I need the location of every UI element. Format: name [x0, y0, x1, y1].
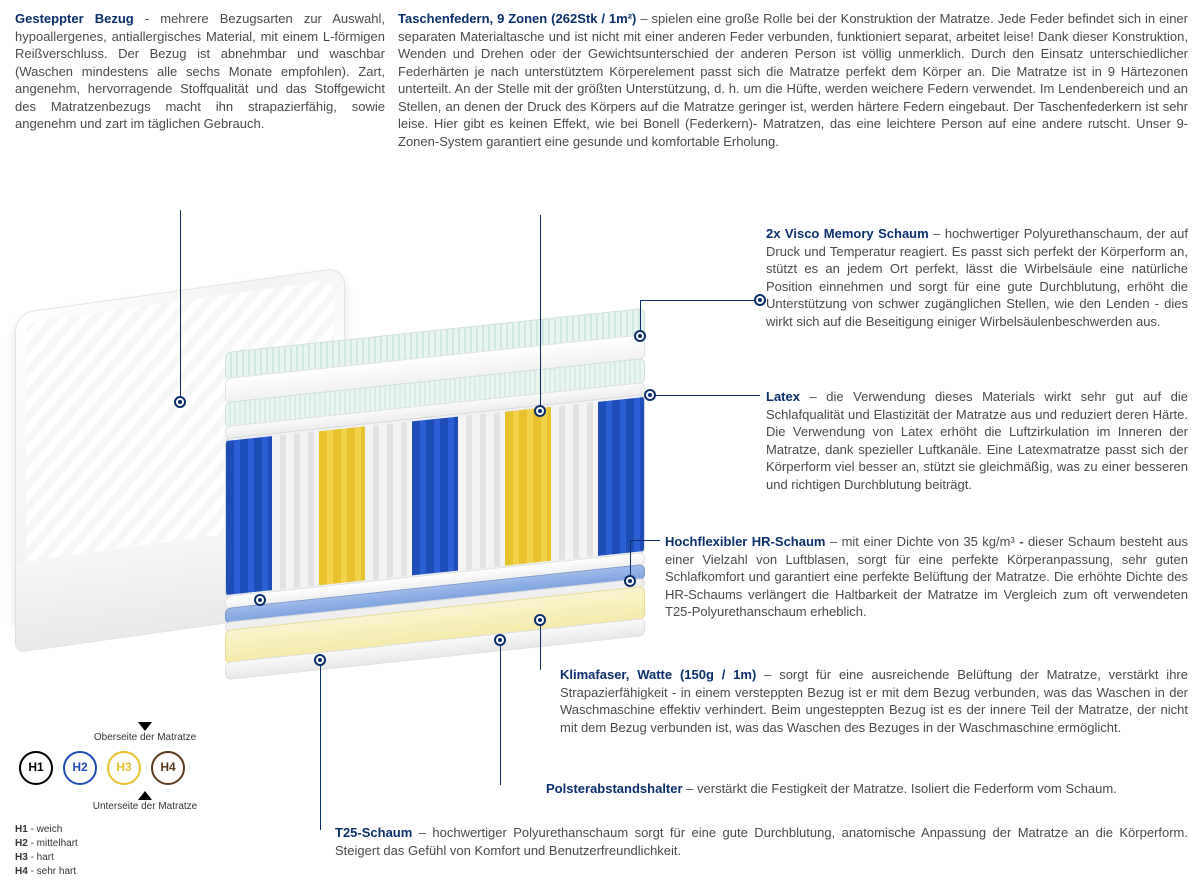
title-hr: Hochflexibler HR-Schaum	[665, 534, 825, 549]
text-t25: hochwertiger Polyurethanschaum sorgt für…	[335, 825, 1188, 858]
legend-key-line: H1 - weich	[15, 823, 275, 837]
block-polster: Polsterabstandshalter – verstärkt die Fe…	[546, 780, 1188, 798]
spring-zone-white	[365, 421, 411, 580]
legend-key-line: H2 - mittelhart	[15, 837, 275, 851]
callout-marker	[534, 405, 546, 417]
text-polster: verstärkt die Festigkeit der Matratze. I…	[697, 781, 1117, 796]
firmness-circle-h4: H4	[151, 751, 185, 785]
callout-line	[540, 620, 541, 670]
legend-top-label: Oberseite der Matratze	[15, 731, 275, 745]
title-polster: Polsterabstandshalter	[546, 781, 683, 796]
spring-zone-yellow	[319, 426, 365, 585]
mattress-illustration	[15, 290, 645, 730]
block-visco: 2x Visco Memory Schaum – hochwertiger Po…	[766, 225, 1188, 330]
firmness-legend: Oberseite der Matratze H1 H2 H3 H4 Untersei…	[15, 722, 275, 879]
block-taschenfedern: Taschenfedern, 9 Zonen (262Stk / 1m²) – …	[398, 10, 1188, 150]
callout-line	[640, 300, 760, 301]
text-latex: die Verwendung dieses Materials wirkt se…	[766, 389, 1188, 492]
legend-key-line: H3 - hart	[15, 851, 275, 865]
callout-marker	[314, 654, 326, 666]
callout-line	[320, 660, 321, 830]
spring-zone-blue	[598, 397, 644, 556]
callout-marker	[634, 330, 646, 342]
spring-zone-white	[458, 412, 504, 571]
callout-marker	[534, 614, 546, 626]
block-latex: Latex – die Verwendung dieses Materials …	[766, 388, 1188, 493]
callout-marker	[494, 634, 506, 646]
block-klima: Klimafaser, Watte (150g / 1m) – sorgt fü…	[560, 666, 1188, 736]
spring-zone-yellow	[505, 407, 551, 566]
callout-marker	[174, 396, 186, 408]
legend-key-line: H4 - sehr hart	[15, 865, 275, 879]
spring-zone-blue	[226, 436, 272, 595]
title-bezug: Gesteppter Bezug	[15, 11, 134, 26]
mattress-cutaway	[225, 308, 645, 712]
text-bezug: mehrere Bezugsarten zur Auswahl, hypoall…	[15, 11, 385, 131]
block-bezug: Gesteppter Bezug - mehrere Bezugsarten z…	[15, 10, 385, 133]
legend-key: H1 - weichH2 - mittelhartH3 - hartH4 - s…	[15, 823, 275, 879]
text-taschenfedern: spielen eine große Rolle bei der Konstru…	[398, 11, 1188, 149]
spring-zone-white	[551, 402, 597, 561]
firmness-circle-h2: H2	[63, 751, 97, 785]
callout-line	[630, 540, 631, 580]
legend-bottom-label: Unterseite der Matratze	[15, 800, 275, 814]
callout-line	[500, 640, 501, 785]
callout-line	[180, 210, 181, 400]
spring-zone-blue	[412, 417, 458, 576]
block-hr: Hochflexibler HR-Schaum – mit einer Dich…	[665, 533, 1188, 621]
title-visco: 2x Visco Memory Schaum	[766, 226, 929, 241]
firmness-circle-h1: H1	[19, 751, 53, 785]
block-t25: T25-Schaum – hochwertiger Polyurethansch…	[335, 824, 1188, 859]
text-visco: hochwertiger Polyurethanschaum, der auf …	[766, 226, 1188, 329]
callout-marker	[644, 389, 656, 401]
callout-marker	[254, 594, 266, 606]
callout-line	[650, 395, 760, 396]
firmness-circle-h3: H3	[107, 751, 141, 785]
spring-zone-white	[272, 431, 318, 590]
callout-line	[540, 215, 541, 410]
title-latex: Latex	[766, 389, 800, 404]
triangle-up-icon	[138, 791, 152, 800]
callout-marker	[624, 575, 636, 587]
title-t25: T25-Schaum	[335, 825, 412, 840]
triangle-down-icon	[138, 722, 152, 731]
callout-marker	[754, 294, 766, 306]
callout-line	[630, 540, 660, 541]
title-taschenfedern: Taschenfedern, 9 Zonen (262Stk / 1m²)	[398, 11, 636, 26]
